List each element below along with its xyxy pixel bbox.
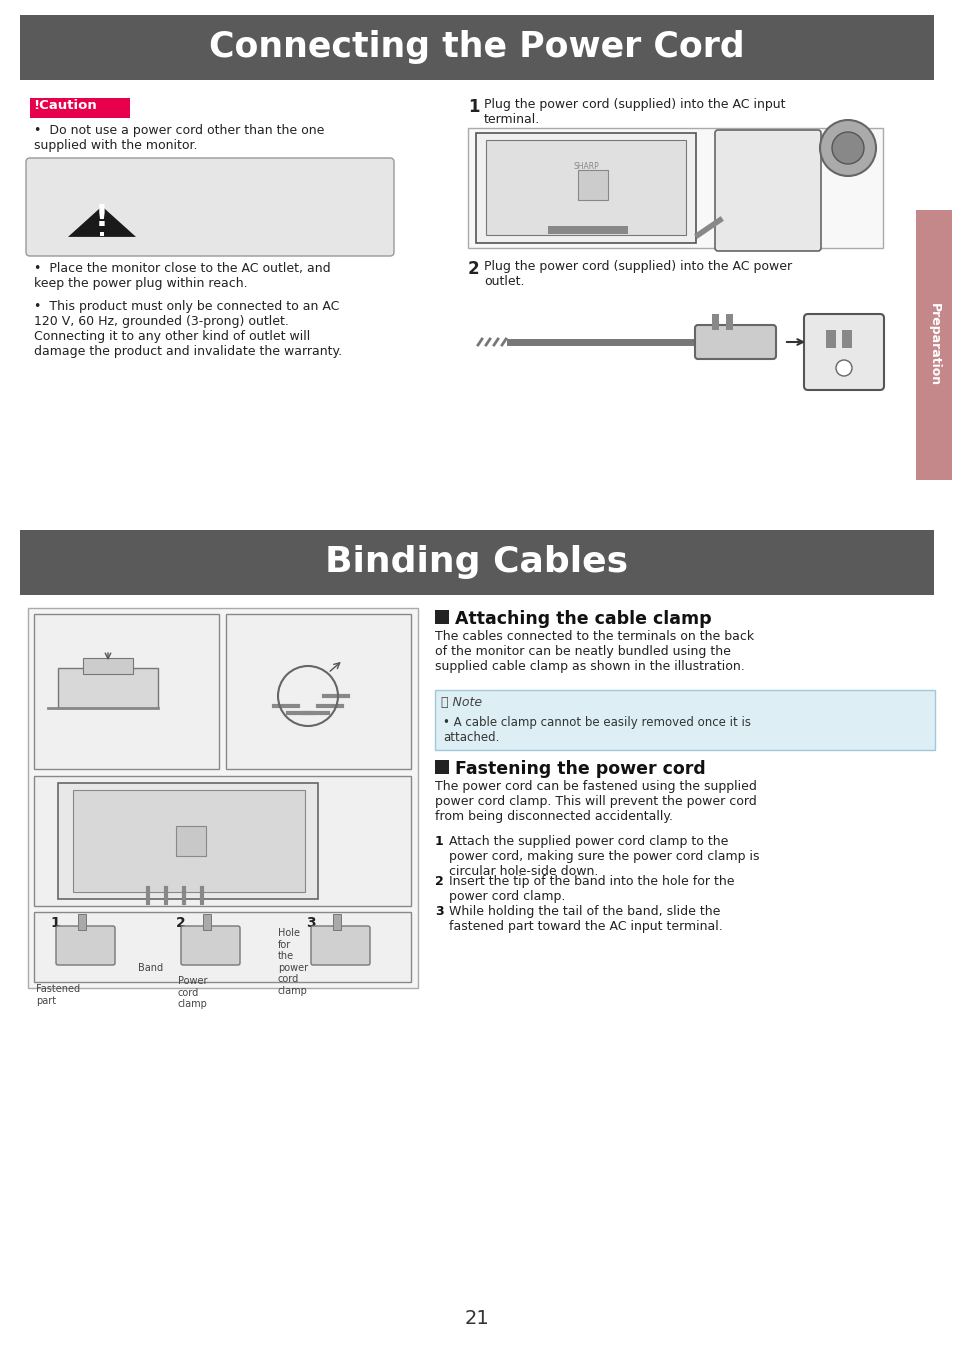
Text: 3: 3 (435, 905, 443, 918)
Bar (435, 690, 934, 749)
Bar (547, 226, 627, 235)
Text: Preparation: Preparation (926, 303, 940, 387)
Bar (20, 15, 933, 80)
Text: •  Place the monitor close to the AC outlet, and
keep the power plug within reac: • Place the monitor close to the AC outl… (34, 262, 331, 290)
Bar (435, 611, 449, 624)
Bar (58, 669, 158, 708)
Text: •  Do not use a power cord other than the one
supplied with the monitor.: • Do not use a power cord other than the… (34, 124, 324, 152)
Circle shape (831, 132, 863, 164)
Bar (58, 783, 317, 899)
FancyBboxPatch shape (26, 158, 394, 256)
Bar (28, 608, 417, 988)
Bar (30, 98, 130, 119)
FancyBboxPatch shape (311, 926, 370, 965)
Text: 1: 1 (50, 917, 60, 930)
Bar (20, 530, 933, 594)
Bar (825, 330, 835, 348)
Text: Connecting the Power Cord: Connecting the Power Cord (209, 30, 744, 63)
Text: !: ! (95, 204, 109, 232)
Bar (100, 232, 104, 236)
Text: 2: 2 (175, 917, 186, 930)
Text: !Caution: !Caution (33, 98, 96, 112)
Bar (226, 613, 411, 768)
FancyBboxPatch shape (181, 926, 240, 965)
Text: Fastened
part: Fastened part (36, 984, 80, 1006)
Text: Insert the tip of the band into the hole for the
power cord clamp.: Insert the tip of the band into the hole… (449, 875, 734, 903)
Text: Power
cord
clamp: Power cord clamp (178, 976, 208, 1010)
Text: The power cord can be fastened using the supplied
power cord clamp. This will pr: The power cord can be fastened using the… (435, 780, 756, 824)
Text: Plug the power cord (supplied) into the AC power
outlet.: Plug the power cord (supplied) into the … (483, 260, 791, 288)
Circle shape (820, 120, 875, 177)
Text: 2: 2 (435, 875, 443, 888)
Polygon shape (68, 206, 136, 237)
Text: •  This product must only be connected to an AC
120 V, 60 Hz, grounded (3-prong): • This product must only be connected to… (34, 301, 342, 359)
Circle shape (835, 360, 851, 376)
Text: ⯪ Note: ⯪ Note (440, 696, 481, 709)
Text: Binding Cables: Binding Cables (325, 545, 628, 580)
Text: Attach the supplied power cord clamp to the
power cord, making sure the power co: Attach the supplied power cord clamp to … (449, 834, 759, 878)
FancyBboxPatch shape (695, 325, 775, 359)
Text: Attaching the cable clamp: Attaching the cable clamp (455, 611, 711, 628)
Text: • A cable clamp cannot be easily removed once it is
attached.: • A cable clamp cannot be easily removed… (442, 716, 750, 744)
Bar (73, 790, 305, 892)
Text: 2: 2 (468, 260, 479, 278)
Text: Plug the power cord (supplied) into the AC input
terminal.: Plug the power cord (supplied) into the … (483, 98, 784, 125)
Bar (485, 140, 685, 235)
Bar (841, 330, 851, 348)
Text: 1: 1 (435, 834, 443, 848)
Text: SHARP: SHARP (573, 162, 598, 171)
Bar (435, 760, 449, 774)
Bar (725, 314, 732, 330)
Bar (83, 658, 132, 674)
FancyBboxPatch shape (714, 129, 821, 251)
Text: Hole
for
the
power
cord
clamp: Hole for the power cord clamp (277, 927, 308, 996)
Bar (34, 776, 411, 906)
FancyBboxPatch shape (56, 926, 115, 965)
Text: Band: Band (138, 962, 163, 973)
Bar (468, 128, 882, 248)
Bar (476, 133, 696, 243)
Bar (34, 913, 411, 981)
Bar (203, 914, 211, 930)
Text: While holding the tail of the band, slide the
fastened part toward the AC input : While holding the tail of the band, slid… (449, 905, 722, 933)
FancyBboxPatch shape (803, 314, 883, 390)
Text: 21: 21 (464, 1309, 489, 1328)
Text: 3: 3 (306, 917, 315, 930)
Bar (34, 613, 219, 768)
Text: 1: 1 (468, 98, 479, 116)
Bar (915, 210, 951, 480)
Text: The cables connected to the terminals on the back
of the monitor can be neatly b: The cables connected to the terminals on… (435, 630, 753, 673)
Bar (78, 914, 86, 930)
Bar (711, 314, 719, 330)
Text: Fastening the power cord: Fastening the power cord (455, 760, 705, 778)
Bar (578, 170, 607, 200)
Bar (175, 826, 206, 856)
Bar (333, 914, 340, 930)
